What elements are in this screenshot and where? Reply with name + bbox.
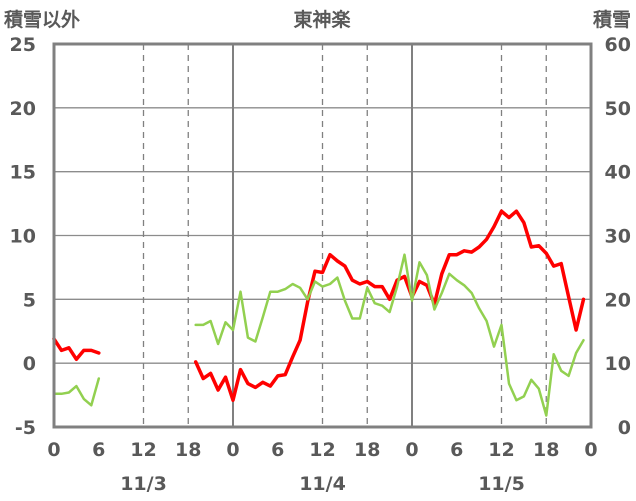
x-tick-label: 6 bbox=[271, 439, 284, 461]
x-tick-label: 0 bbox=[226, 439, 239, 461]
x-tick-label: 18 bbox=[354, 439, 380, 461]
series-line-2 bbox=[194, 253, 585, 417]
y-right-axis-title: 積雪 bbox=[593, 8, 631, 31]
date-label: 11/4 bbox=[299, 473, 346, 495]
series-line-2 bbox=[52, 377, 101, 407]
x-tick-label: 12 bbox=[309, 439, 335, 461]
date-label: 11/5 bbox=[478, 473, 525, 495]
y-left-tick-label: 10 bbox=[10, 226, 36, 248]
y-left-tick-label: 15 bbox=[10, 162, 36, 184]
x-tick-label: 18 bbox=[175, 439, 201, 461]
series-line-1 bbox=[193, 209, 586, 402]
y-right-tick-label: 30 bbox=[605, 226, 631, 248]
date-label: 11/3 bbox=[120, 473, 167, 495]
chart-title: 東神楽 bbox=[293, 8, 351, 31]
y-right-tick-label: 40 bbox=[605, 162, 631, 184]
x-tick-label: 12 bbox=[488, 439, 514, 461]
y-left-tick-label: 5 bbox=[23, 289, 36, 311]
x-tick-label: 12 bbox=[130, 439, 156, 461]
y-right-tick-label: 60 bbox=[605, 34, 631, 56]
y-left-tick-label: 0 bbox=[23, 353, 36, 375]
x-tick-label: 6 bbox=[450, 439, 463, 461]
x-tick-label: 18 bbox=[533, 439, 559, 461]
y-left-tick-label: 25 bbox=[10, 34, 36, 56]
x-tick-label: 6 bbox=[92, 439, 105, 461]
plot-frame bbox=[52, 42, 593, 429]
y-right-tick-label: 10 bbox=[605, 353, 631, 375]
y-right-tick-label: 50 bbox=[605, 98, 631, 120]
series-layer bbox=[52, 209, 586, 429]
y-left-axis-title: 積雪以外 bbox=[4, 8, 80, 31]
y-left-tick-label: -5 bbox=[15, 417, 36, 439]
y-right-tick-label: 0 bbox=[618, 417, 631, 439]
y-right-tick-label: 20 bbox=[605, 289, 631, 311]
grid-lines bbox=[54, 44, 591, 427]
y-left-tick-label: 20 bbox=[10, 98, 36, 120]
x-tick-label: 0 bbox=[47, 439, 60, 461]
x-tick-label: 0 bbox=[405, 439, 418, 461]
x-tick-label: 0 bbox=[584, 439, 597, 461]
series-line-1 bbox=[52, 337, 101, 362]
